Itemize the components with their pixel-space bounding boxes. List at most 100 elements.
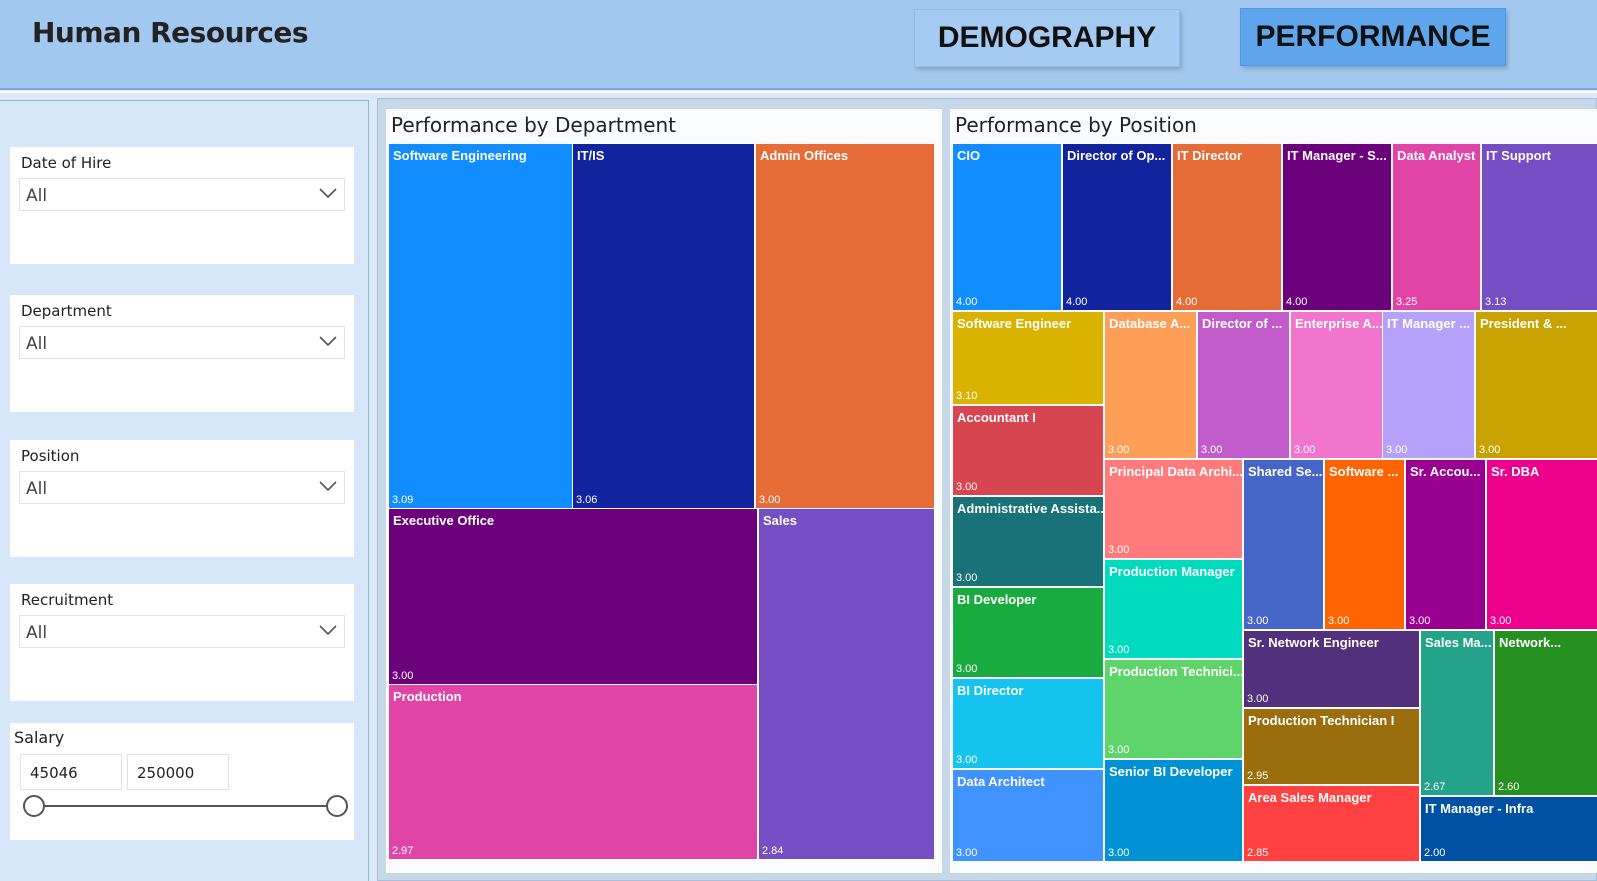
treemap-tile-value: 3.00 <box>1108 744 1130 756</box>
treemap-tile-label: IT Manager - S... <box>1287 148 1387 163</box>
date-of-hire-value: All <box>26 186 48 206</box>
treemap-tile-value: 3.00 <box>956 663 978 675</box>
treemap-tile-value: 3.00 <box>956 572 978 584</box>
position-value: All <box>26 479 48 499</box>
treemap-tile-value: 3.00 <box>956 754 978 766</box>
treemap-tile-label: Production <box>393 689 462 704</box>
department-chart-title: Performance by Department <box>391 113 677 137</box>
report-canvas: Performance by Department Software Engin… <box>377 98 1597 881</box>
treemap-tile-label: Sales <box>763 513 797 528</box>
treemap-tile[interactable]: Database A... 3.00 <box>1105 312 1196 458</box>
header-divider <box>0 91 1597 93</box>
treemap-tile-value: 2.97 <box>392 845 414 857</box>
treemap-tile-value: 3.09 <box>392 494 414 506</box>
treemap-tile[interactable]: Administrative Assista... 3.00 <box>953 497 1103 586</box>
treemap-tile-label: Software Engineering <box>393 148 527 163</box>
treemap-tile-label: Executive Office <box>393 513 495 528</box>
treemap-tile[interactable]: IT Manager - Infra 2.00 <box>1421 797 1597 861</box>
treemap-tile[interactable]: Production 2.97 <box>389 685 757 859</box>
recruitment-dropdown[interactable]: All <box>19 615 345 648</box>
treemap-tile[interactable]: Accountant I 3.00 <box>953 406 1103 495</box>
treemap-tile[interactable]: Senior BI Developer 3.00 <box>1105 760 1242 861</box>
treemap-tile[interactable]: BI Developer 3.00 <box>953 588 1103 677</box>
demography-nav-button[interactable]: DEMOGRAPHY <box>914 9 1180 67</box>
treemap-tile-label: Production Manager <box>1109 564 1235 579</box>
salary-slider-track[interactable] <box>32 805 337 807</box>
treemap-tile-value: 3.00 <box>1328 615 1350 627</box>
salary-slider-min-handle[interactable] <box>23 795 45 817</box>
treemap-tile-value: 3.00 <box>1294 444 1316 456</box>
treemap-tile[interactable]: Data Architect 3.00 <box>953 770 1103 861</box>
treemap-tile-label: Principal Data Archi... <box>1109 464 1242 479</box>
treemap-tile[interactable]: Production Manager 3.00 <box>1105 560 1242 658</box>
treemap-tile[interactable]: Sr. DBA 3.00 <box>1487 460 1597 629</box>
treemap-tile[interactable]: Software Engineer 3.10 <box>953 312 1103 404</box>
treemap-tile-value: 3.00 <box>956 481 978 493</box>
treemap-tile-label: Senior BI Developer <box>1109 764 1233 779</box>
treemap-tile-label: Sr. Network Engineer <box>1248 635 1379 650</box>
treemap-tile-label: IT Manager ... <box>1387 316 1471 331</box>
treemap-tile[interactable]: Software ... 3.00 <box>1325 460 1404 629</box>
treemap-tile[interactable]: Data Analyst 3.25 <box>1393 144 1480 310</box>
treemap-tile[interactable]: Enterprise A... 3.00 <box>1291 312 1382 458</box>
treemap-tile-label: IT Director <box>1177 148 1243 163</box>
salary-slider-max-handle[interactable] <box>326 795 348 817</box>
treemap-tile-value: 4.00 <box>1176 296 1198 308</box>
treemap-tile[interactable]: Sr. Accou... 3.00 <box>1406 460 1485 629</box>
treemap-tile-value: 3.00 <box>1108 644 1130 656</box>
treemap-tile-label: Software ... <box>1329 464 1399 479</box>
treemap-tile[interactable]: Executive Office 3.00 <box>389 509 757 684</box>
treemap-tile-label: Area Sales Manager <box>1248 790 1372 805</box>
date-of-hire-slicer: Date of Hire All <box>10 147 354 264</box>
treemap-tile[interactable]: Sales 2.84 <box>759 509 934 859</box>
treemap-tile[interactable]: IT Manager ... 3.00 <box>1383 312 1474 458</box>
chevron-down-icon <box>319 336 337 347</box>
treemap-tile-label: BI Developer <box>957 592 1037 607</box>
treemap-tile-value: 3.00 <box>1201 444 1223 456</box>
treemap-tile[interactable]: President & ... 3.00 <box>1476 312 1597 458</box>
treemap-tile[interactable]: Production Technici... 3.00 <box>1105 660 1242 758</box>
department-dropdown[interactable]: All <box>19 326 345 359</box>
salary-min-input[interactable]: 45046 <box>20 754 122 790</box>
position-dropdown[interactable]: All <box>19 471 345 504</box>
treemap-tile[interactable]: Principal Data Archi... 3.00 <box>1105 460 1242 558</box>
treemap-tile-label: Data Analyst <box>1397 148 1476 163</box>
date-of-hire-label: Date of Hire <box>21 154 112 172</box>
treemap-tile-value: 3.13 <box>1485 296 1507 308</box>
treemap-tile[interactable]: Production Technician I 2.95 <box>1244 709 1419 784</box>
treemap-tile-label: Data Architect <box>957 774 1045 789</box>
treemap-tile-value: 2.60 <box>1498 781 1520 793</box>
treemap-tile-value: 4.00 <box>956 296 978 308</box>
treemap-tile-value: 3.00 <box>1490 615 1512 627</box>
treemap-tile[interactable]: IT Director 4.00 <box>1173 144 1281 310</box>
date-of-hire-dropdown[interactable]: All <box>19 178 345 211</box>
treemap-tile[interactable]: CIO 4.00 <box>953 144 1061 310</box>
treemap-tile[interactable]: Director of Op... 4.00 <box>1063 144 1171 310</box>
treemap-tile[interactable]: IT Manager - S... 4.00 <box>1283 144 1391 310</box>
treemap-tile[interactable]: Network... 2.60 <box>1495 631 1597 795</box>
treemap-tile-label: Software Engineer <box>957 316 1072 331</box>
treemap-tile-value: 2.84 <box>762 845 784 857</box>
treemap-tile-label: Admin Offices <box>760 148 849 163</box>
treemap-tile-value: 3.00 <box>1479 444 1501 456</box>
treemap-tile-value: 4.00 <box>1286 296 1308 308</box>
treemap-tile-value: 3.25 <box>1396 296 1418 308</box>
treemap-tile-label: IT Manager - Infra <box>1425 801 1534 816</box>
treemap-tile[interactable]: Area Sales Manager 2.85 <box>1244 786 1419 861</box>
treemap-tile[interactable]: Director of ... 3.00 <box>1198 312 1289 458</box>
treemap-tile[interactable]: Sr. Network Engineer 3.00 <box>1244 631 1419 707</box>
treemap-tile-value: 3.10 <box>956 390 978 402</box>
salary-max-input[interactable]: 250000 <box>127 754 229 790</box>
treemap-tile-label: Production Technician I <box>1248 713 1395 728</box>
treemap-tile-label: Director of ... <box>1202 316 1283 331</box>
treemap-tile[interactable]: IT/IS 3.06 <box>573 144 754 508</box>
treemap-tile[interactable]: Software Engineering 3.09 <box>389 144 572 508</box>
treemap-tile[interactable]: Shared Se... 3.00 <box>1244 460 1323 629</box>
treemap-tile[interactable]: BI Director 3.00 <box>953 679 1103 768</box>
chevron-down-icon <box>319 481 337 492</box>
treemap-tile[interactable]: Sales Ma... 2.67 <box>1421 631 1493 795</box>
treemap-tile[interactable]: Admin Offices 3.00 <box>756 144 934 508</box>
treemap-tile[interactable]: IT Support 3.13 <box>1482 144 1597 310</box>
performance-nav-button[interactable]: PERFORMANCE <box>1240 8 1506 66</box>
